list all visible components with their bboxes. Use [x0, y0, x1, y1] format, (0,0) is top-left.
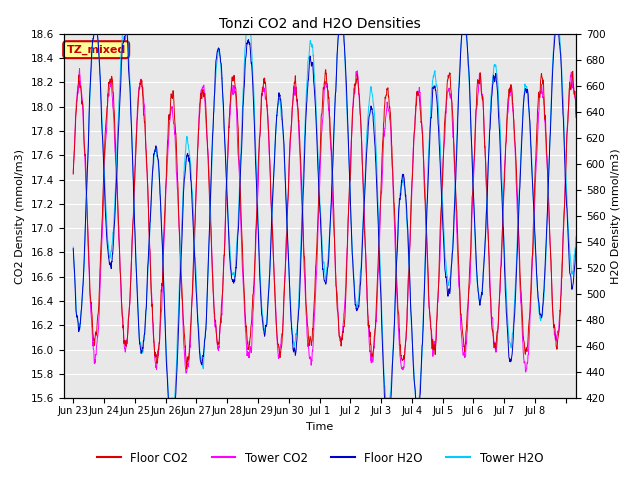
- Text: TZ_mixed: TZ_mixed: [67, 45, 126, 55]
- X-axis label: Time: Time: [307, 421, 333, 432]
- Y-axis label: H2O Density (mmol/m3): H2O Density (mmol/m3): [611, 148, 621, 284]
- Title: Tonzi CO2 and H2O Densities: Tonzi CO2 and H2O Densities: [219, 17, 421, 31]
- Legend: Floor CO2, Tower CO2, Floor H2O, Tower H2O: Floor CO2, Tower CO2, Floor H2O, Tower H…: [92, 447, 548, 469]
- Y-axis label: CO2 Density (mmol/m3): CO2 Density (mmol/m3): [15, 148, 26, 284]
